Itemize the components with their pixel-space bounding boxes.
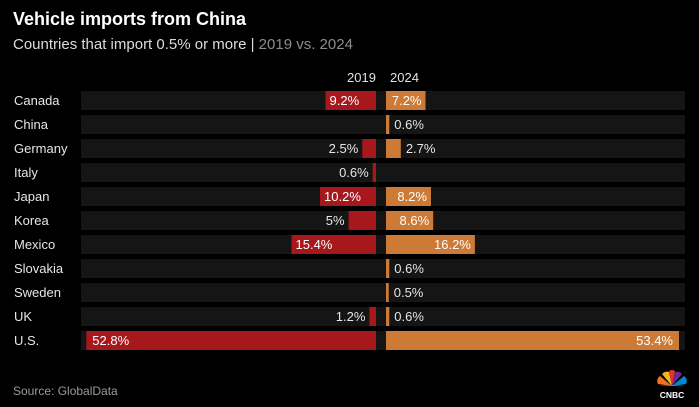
bar-2019 (362, 139, 376, 158)
subtitle-main: Countries that import 0.5% or more | (13, 36, 259, 53)
chart-subtitle: Countries that import 0.5% or more | 201… (13, 36, 353, 53)
logo-text: CNBC (660, 390, 685, 400)
data-label-2019: 10.2% (324, 189, 361, 204)
category-label: Japan (14, 189, 49, 204)
category-label: Italy (14, 165, 38, 180)
data-label-2024: 2.7% (406, 141, 436, 156)
category-label: U.S. (14, 333, 39, 348)
bar-2024 (386, 331, 679, 350)
data-label-2019: 1.2% (336, 309, 366, 324)
series-header-2019: 2019 (347, 70, 376, 85)
category-label: Korea (14, 213, 49, 228)
row-background (81, 187, 685, 206)
cnbc-peacock-logo: CNBC (657, 370, 687, 400)
data-label-2019: 5% (326, 213, 345, 228)
category-label: Germany (14, 141, 68, 156)
series-header-2024: 2024 (390, 70, 419, 85)
row-background (81, 163, 685, 182)
row-background (81, 235, 685, 254)
data-label-2024: 7.2% (392, 93, 422, 108)
data-label-2019: 52.8% (92, 333, 129, 348)
data-label-2024: 53.4% (636, 333, 673, 348)
row-background (81, 115, 685, 134)
row-background (81, 139, 685, 158)
category-label: Canada (14, 93, 60, 108)
bar-2024 (386, 235, 475, 254)
row-background (81, 283, 685, 302)
data-label-2024: 0.5% (394, 285, 424, 300)
data-label-2019: 15.4% (296, 237, 333, 252)
category-label: UK (14, 309, 32, 324)
category-label: Slovakia (14, 261, 64, 276)
category-label: Mexico (14, 237, 55, 252)
bar-2024 (386, 115, 390, 134)
data-label-2024: 8.2% (397, 189, 427, 204)
source-note: Source: GlobalData (13, 384, 118, 398)
chart-title: Vehicle imports from China (13, 9, 247, 29)
data-label-2024: 8.6% (400, 213, 430, 228)
data-label-2024: 0.6% (394, 309, 424, 324)
data-label-2019: 2.5% (329, 141, 359, 156)
bar-2019 (372, 163, 376, 182)
bar-2024 (386, 283, 389, 302)
bar-2019 (86, 331, 376, 350)
bar-2019 (325, 91, 376, 110)
row-background (81, 307, 685, 326)
data-label-2019: 9.2% (330, 93, 360, 108)
category-label: China (14, 117, 49, 132)
bar-2019 (348, 211, 376, 230)
bar-2024 (386, 259, 390, 278)
bar-2019 (369, 307, 376, 326)
bar-2024 (386, 211, 434, 230)
bar-2024 (386, 187, 431, 206)
subtitle-years: 2019 vs. 2024 (258, 36, 353, 53)
data-label-2024: 0.6% (394, 261, 424, 276)
bar-2024 (386, 91, 426, 110)
bar-2024 (386, 307, 390, 326)
data-label-2024: 0.6% (394, 117, 424, 132)
category-label: Sweden (14, 285, 61, 300)
row-background (81, 91, 685, 110)
bar-2019 (291, 235, 376, 254)
row-background (81, 211, 685, 230)
data-label-2019: 0.6% (339, 165, 369, 180)
data-label-2024: 16.2% (434, 237, 471, 252)
row-background (81, 259, 685, 278)
bar-2024 (386, 139, 401, 158)
bar-2019 (320, 187, 376, 206)
